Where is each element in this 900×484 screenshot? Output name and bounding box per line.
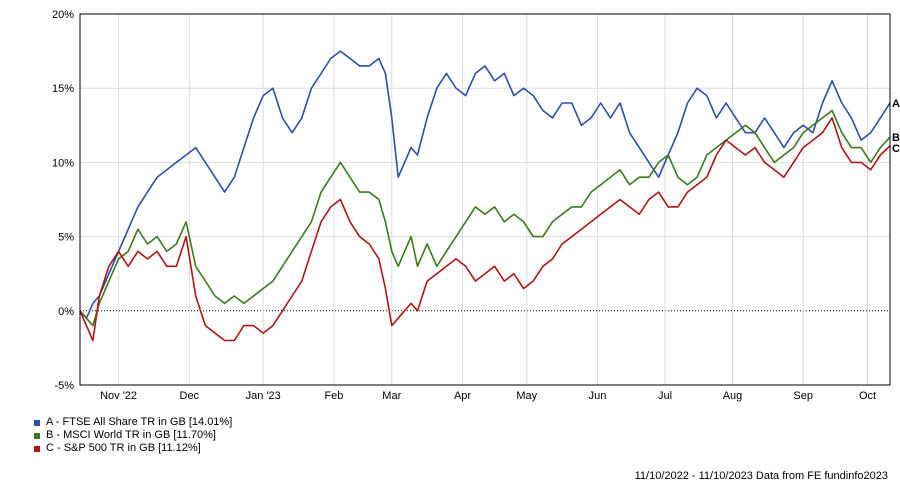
y-axis: 20% 15% 10% 5% 0% -5% [52,9,74,392]
x-tick-label: Dec [180,390,200,402]
x-tick-label: Jan '23 [246,390,281,402]
series-lines: A BC [79,50,900,342]
series-line-b [79,109,891,327]
x-tick-label: Nov '22 [100,390,137,402]
x-tick-label: Aug [723,390,743,402]
legend-item-b: B - MSCI World TR in GB [11.70%] [34,429,232,442]
legend-label-b: B - MSCI World TR in GB [11.70%] [46,429,216,441]
series-end-marker-a: A [892,98,900,110]
legend-item-c: C - S&P 500 TR in GB [11.12%] [34,442,232,455]
y-tick-label: 0% [58,306,74,318]
y-tick-label: 15% [52,83,74,95]
chart-grid [80,14,890,385]
x-tick-label: Mar [382,390,401,402]
legend-swatch-a [34,419,40,426]
footer-source: 11/10/2022 - 11/10/2023 Data from FE fun… [634,470,888,482]
x-tick-label: Jun [589,390,607,402]
series-line-a [79,50,891,320]
y-tick-label: 10% [52,157,74,169]
legend: A - FTSE All Share TR in GB [14.01%] B -… [34,416,232,455]
y-tick-label: 5% [58,232,74,244]
legend-swatch-b [34,432,40,439]
x-axis: Nov '22 Dec Jan '23 Feb Mar Apr May Jun Jul Aug Se… [100,390,876,402]
y-tick-label: -5% [54,380,74,392]
legend-label-a: A - FTSE All Share TR in GB [14.01%] [46,416,233,428]
series-end-marker-b: B [892,132,900,144]
x-tick-label: Sep [793,390,813,402]
series-line-c [79,117,891,342]
x-tick-label: May [516,390,537,402]
legend-label-c: C - S&P 500 TR in GB [11.12%] [46,442,201,454]
legend-item-a: A - FTSE All Share TR in GB [14.01%] [34,416,232,429]
y-tick-label: 20% [52,9,74,21]
x-tick-label: Jul [658,390,672,402]
line-chart: 20% 15% 10% 5% 0% -5% Nov '22 Dec Jan '23 Feb Mar… [52,9,900,402]
x-tick-label: Feb [324,390,343,402]
plot-frame [79,13,891,386]
series-end-marker-c: C [892,143,900,155]
x-tick-label: Apr [454,390,471,402]
x-tick-label: Oct [859,390,876,402]
legend-swatch-c [34,445,40,452]
